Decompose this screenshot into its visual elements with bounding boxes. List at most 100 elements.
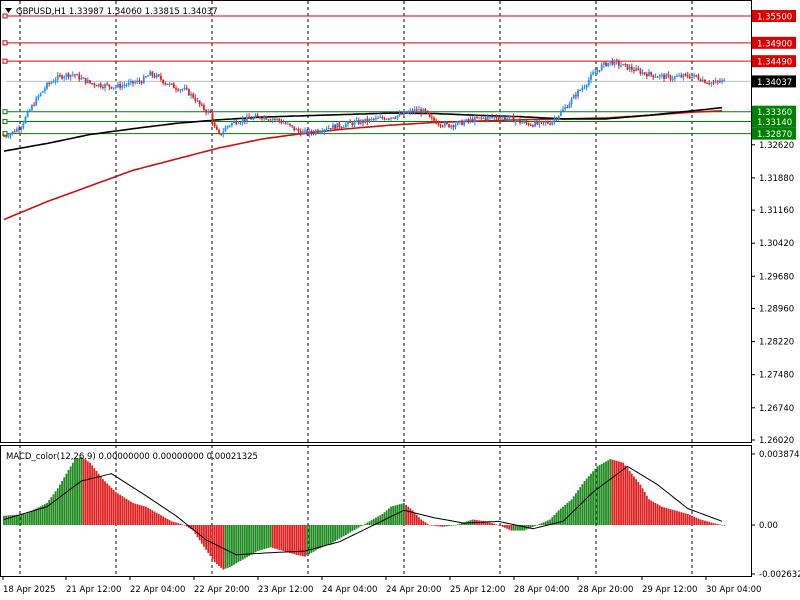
candle-body [592,72,594,75]
macd-bar [602,462,605,525]
macd-bar [67,470,70,525]
candle-body [325,129,328,131]
candle-body [265,116,268,120]
macd-bar [261,525,263,550]
macd-bar [372,518,375,525]
candle-body [179,89,182,91]
candle-body [461,120,463,126]
candle-body [362,120,364,123]
candle-body [145,76,147,78]
candle-body [559,111,562,116]
candle-body [291,125,293,127]
macd-bar [295,525,298,555]
candle-body [516,119,519,121]
macd-bar [52,494,55,525]
macd-bar [312,525,315,552]
macd-bar [667,508,670,525]
macd-bar [289,525,291,553]
candle-body [521,122,524,124]
macd-bar [119,494,121,525]
candle-body [661,74,663,76]
macd-bar [682,512,685,525]
macd-bar [20,514,23,525]
candle-body [24,116,27,124]
candle-body [338,123,341,128]
candle-body [334,124,336,129]
y-tick-label: 1.28220 [759,338,794,348]
macd-bar [104,481,106,525]
candle-body [430,117,433,119]
x-tick-label: 30 Apr 04:00 [706,585,761,595]
candle-body [671,78,674,80]
macd-bar [712,523,715,525]
x-tick-label: 23 Apr 12:00 [258,585,313,595]
macd-bar [93,468,96,525]
candle-body [721,80,723,82]
macd-bar [585,478,588,525]
level-handle [2,131,8,137]
candle-body [368,118,371,122]
candle-body [284,122,287,124]
macd-bar [353,525,356,530]
candle-body [706,82,708,84]
macd-bar [504,525,506,528]
candle-body [602,62,605,65]
candle-body [50,82,53,84]
candle-body [215,126,218,130]
level-tag [752,55,796,68]
candle-body [102,87,104,89]
macd-bar [405,504,407,525]
candle-body [523,121,526,123]
collapse-triangle-icon[interactable] [5,8,12,13]
macd-bar [28,511,31,525]
macd-bar [278,525,281,550]
macd-bar [665,507,668,525]
macd-bar [370,520,373,525]
macd-bar [456,524,459,525]
candle-body [166,83,169,85]
macd-bar [95,470,98,525]
candle-body [435,120,438,124]
candle-body [132,80,134,84]
macd-bar [35,508,38,525]
macd-bar [24,514,27,525]
macd-bar [542,522,545,525]
candle-body [471,118,474,122]
macd-bar [349,525,352,533]
candle-body [213,122,216,127]
candle-body [611,60,614,65]
candle-body [220,133,223,135]
candle-body [276,118,278,120]
macd-bar [54,491,57,525]
macd-bar [347,525,349,534]
candle-body [673,76,676,79]
macd-bar [200,525,203,544]
macd-bar [450,525,453,526]
candle-body [54,79,57,82]
level-tag-label: 1.33140 [757,118,792,128]
macd-bar [568,501,571,525]
macd-bar [168,520,171,525]
candle-body [183,87,186,90]
macd-bar [74,459,76,525]
macd-bar [31,510,33,525]
macd-bar [658,505,661,525]
macd-bar [661,506,663,525]
macd-bar [254,525,257,553]
candle-body [69,74,72,78]
macd-bar [301,525,304,557]
x-tick-label: 24 Apr 04:00 [322,585,377,595]
macd-bar [409,508,412,525]
candle-body [228,125,231,127]
macd-bar [615,460,618,525]
macd-bar [489,522,491,525]
candle-body [11,131,14,134]
candle-body [441,125,444,127]
candle-body [654,76,657,78]
candle-body [452,125,455,128]
candlestick-series[interactable] [3,58,726,140]
candle-body [349,121,352,123]
macd-bar [499,525,502,526]
candle-body [493,116,496,118]
candle-body [697,76,700,80]
